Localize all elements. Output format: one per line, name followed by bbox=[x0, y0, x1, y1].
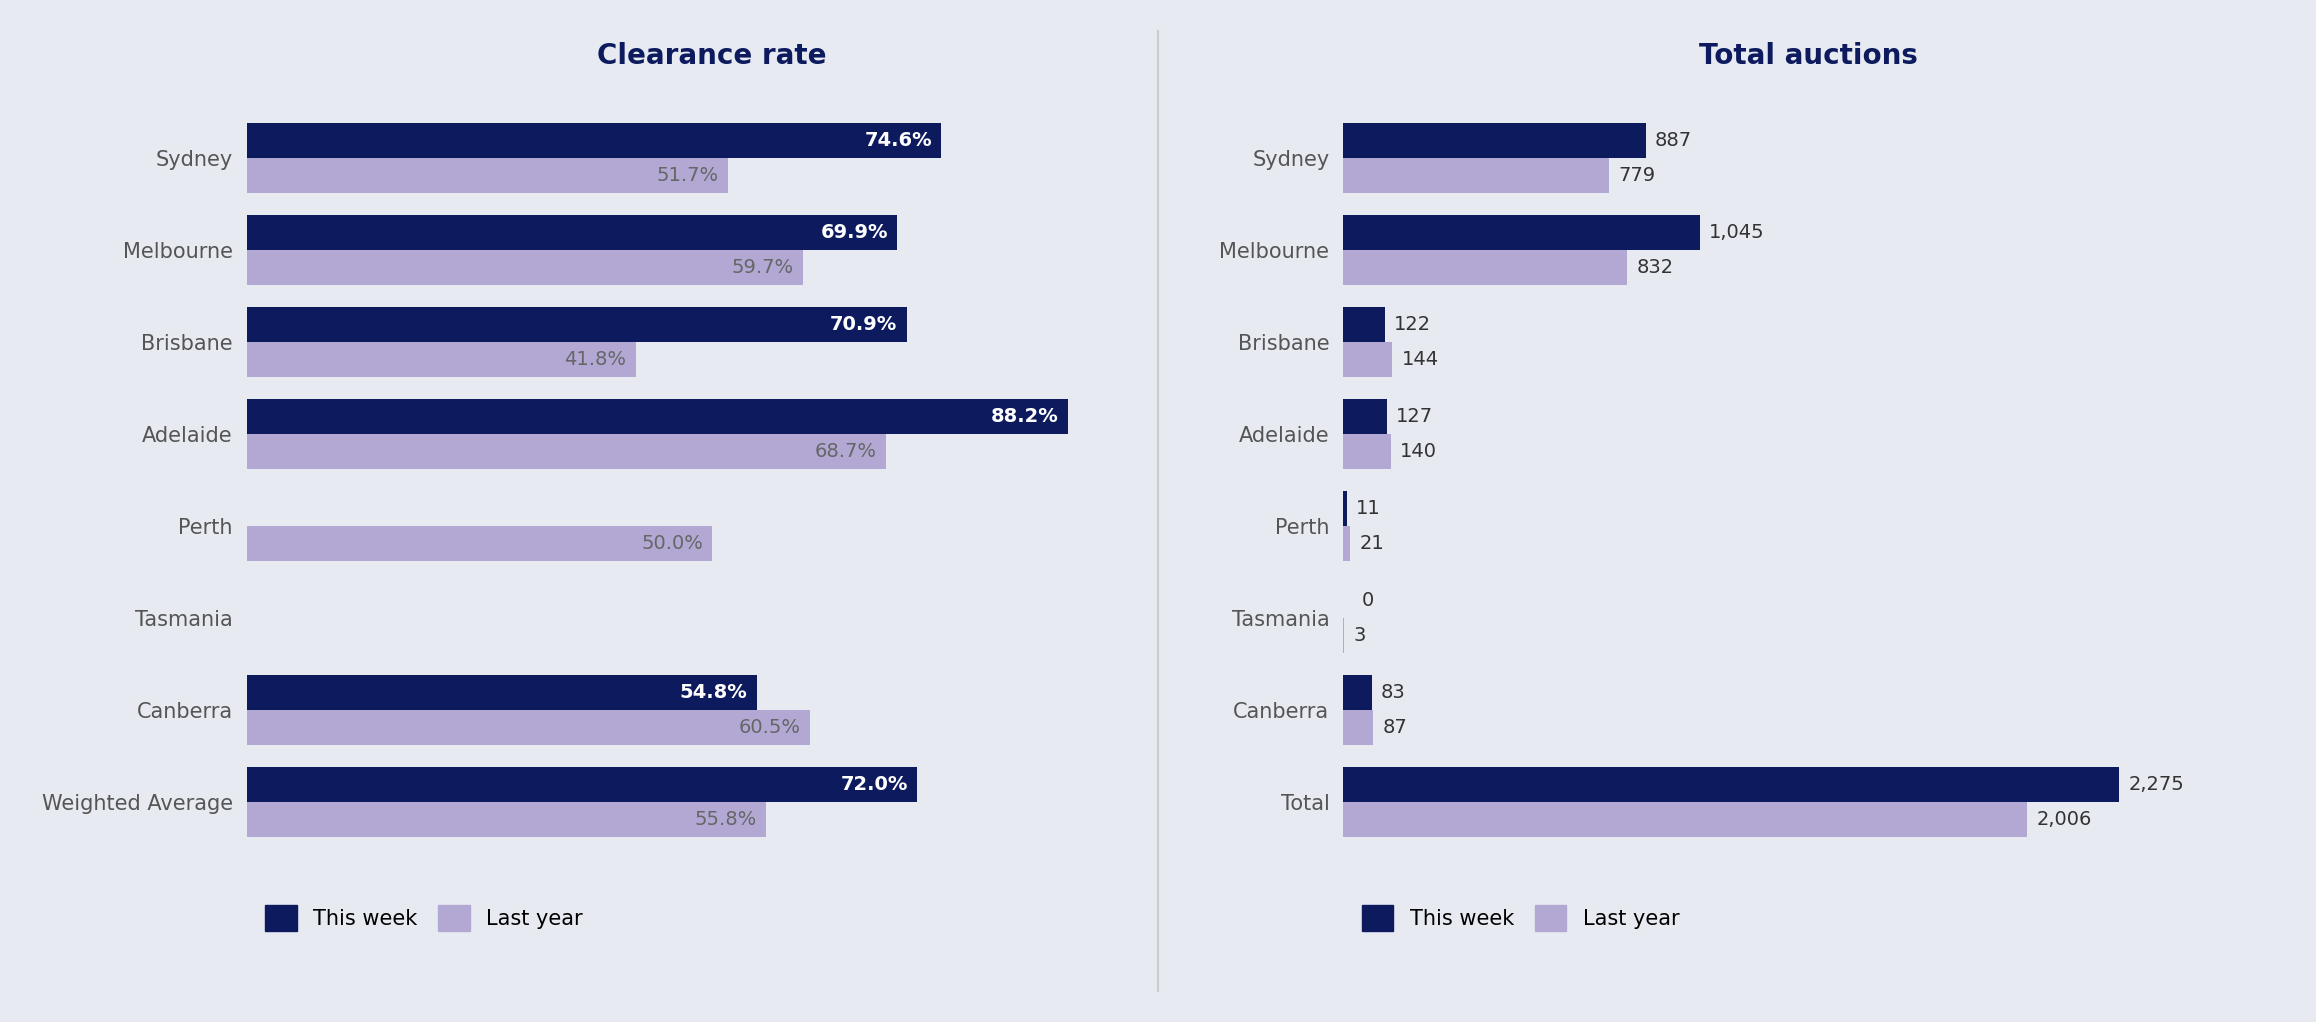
Text: 83: 83 bbox=[1380, 683, 1406, 702]
Bar bbox=[1343, 710, 1373, 745]
Text: 68.7%: 68.7% bbox=[815, 442, 878, 461]
Bar bbox=[248, 307, 908, 341]
Bar bbox=[248, 768, 917, 802]
Text: 779: 779 bbox=[1619, 166, 1656, 185]
Text: 74.6%: 74.6% bbox=[864, 131, 931, 149]
Text: 11: 11 bbox=[1357, 499, 1380, 518]
Bar bbox=[1343, 526, 1350, 561]
Bar bbox=[248, 215, 899, 249]
Text: 88.2%: 88.2% bbox=[991, 407, 1058, 426]
Text: 60.5%: 60.5% bbox=[739, 718, 801, 737]
Bar bbox=[248, 341, 637, 377]
Title: Total auctions: Total auctions bbox=[1700, 42, 1918, 69]
Text: 72.0%: 72.0% bbox=[841, 775, 908, 794]
Bar bbox=[1343, 341, 1392, 377]
Bar bbox=[248, 123, 940, 157]
Text: 832: 832 bbox=[1637, 258, 1674, 277]
Text: 55.8%: 55.8% bbox=[695, 810, 757, 829]
Text: 21: 21 bbox=[1359, 533, 1385, 553]
Text: 0: 0 bbox=[1362, 591, 1373, 610]
Text: 54.8%: 54.8% bbox=[681, 683, 748, 702]
Bar bbox=[1343, 249, 1628, 285]
Bar bbox=[1343, 491, 1348, 526]
Text: 51.7%: 51.7% bbox=[658, 166, 718, 185]
Bar bbox=[248, 157, 727, 193]
Text: 140: 140 bbox=[1401, 442, 1438, 461]
Text: 59.7%: 59.7% bbox=[732, 258, 792, 277]
Bar bbox=[248, 676, 757, 710]
Bar bbox=[1343, 399, 1387, 434]
Bar bbox=[1343, 802, 2026, 837]
Bar bbox=[248, 434, 887, 469]
Bar bbox=[1343, 123, 1647, 157]
Text: 144: 144 bbox=[1401, 350, 1438, 369]
Bar bbox=[248, 249, 804, 285]
Text: 50.0%: 50.0% bbox=[642, 533, 702, 553]
Text: 887: 887 bbox=[1656, 131, 1693, 149]
Legend: This week, Last year: This week, Last year bbox=[1353, 897, 1688, 939]
Text: 127: 127 bbox=[1397, 407, 1434, 426]
Text: 69.9%: 69.9% bbox=[820, 223, 887, 242]
Bar bbox=[1343, 434, 1392, 469]
Text: 70.9%: 70.9% bbox=[829, 315, 899, 334]
Text: 2,006: 2,006 bbox=[2036, 810, 2091, 829]
Bar bbox=[248, 399, 1068, 434]
Bar bbox=[1343, 307, 1385, 341]
Bar bbox=[248, 526, 713, 561]
Bar bbox=[1343, 157, 1610, 193]
Text: 1,045: 1,045 bbox=[1709, 223, 1765, 242]
Text: 87: 87 bbox=[1383, 718, 1408, 737]
Title: Clearance rate: Clearance rate bbox=[598, 42, 827, 69]
Bar bbox=[1343, 768, 2119, 802]
Text: 122: 122 bbox=[1394, 315, 1431, 334]
Text: 2,275: 2,275 bbox=[2128, 775, 2184, 794]
Bar bbox=[248, 710, 811, 745]
Legend: This week, Last year: This week, Last year bbox=[257, 897, 591, 939]
Bar bbox=[1343, 215, 1700, 249]
Text: 41.8%: 41.8% bbox=[565, 350, 628, 369]
Bar bbox=[248, 802, 767, 837]
Bar bbox=[1343, 676, 1371, 710]
Text: 3: 3 bbox=[1353, 626, 1366, 645]
